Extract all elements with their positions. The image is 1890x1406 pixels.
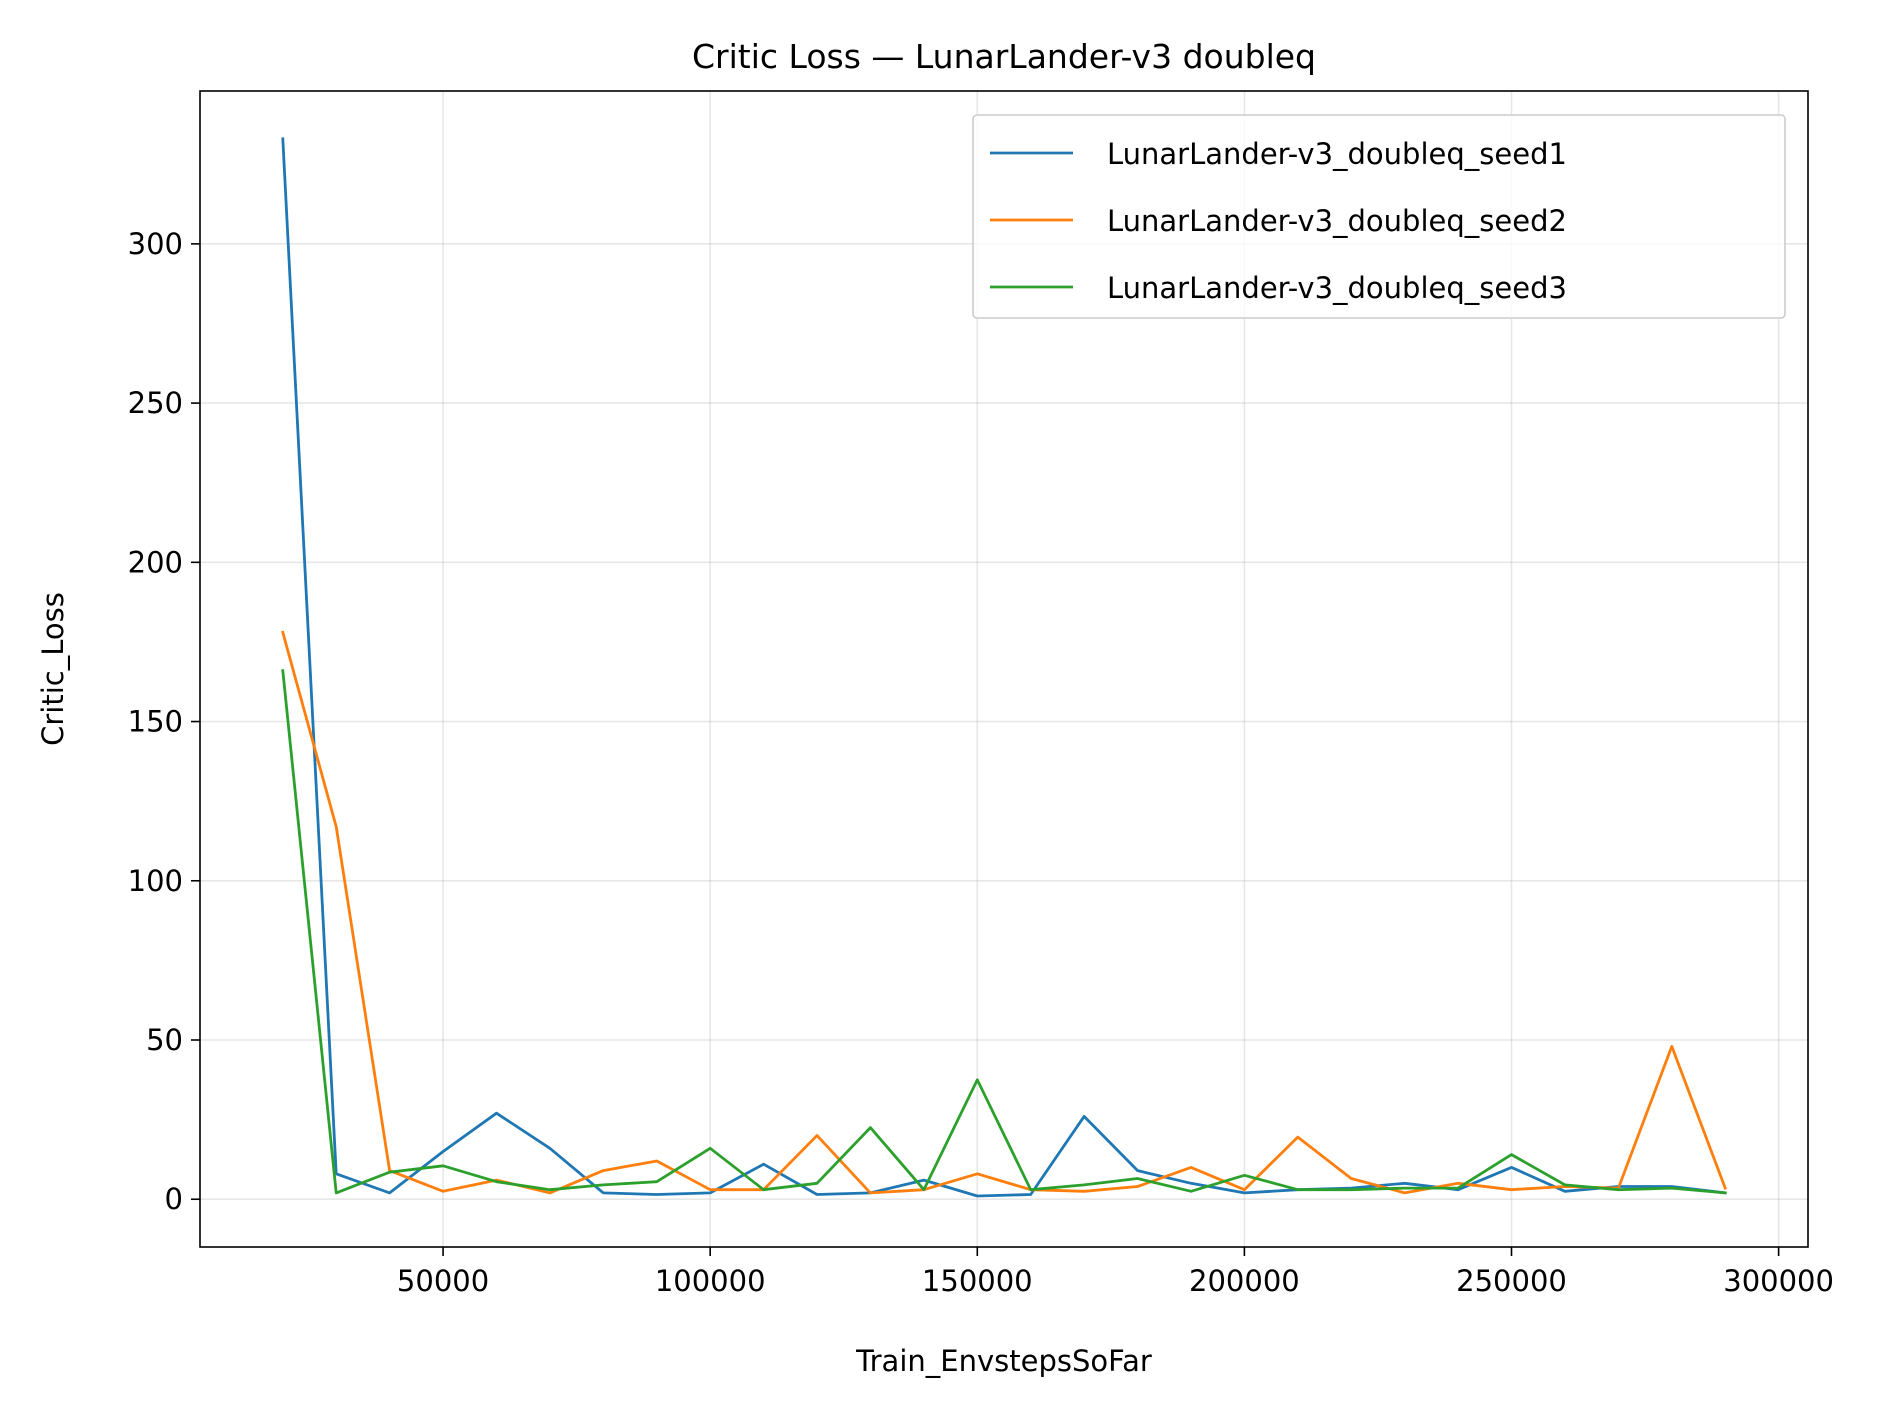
chart-title: Critic Loss — LunarLander-v3 doubleq (692, 37, 1316, 76)
x-axis-label: Train_EnvstepsSoFar (855, 1344, 1152, 1378)
y-tick-label: 200 (128, 545, 183, 579)
legend-entries: LunarLander-v3_doubleq_seed1 LunarLander-… (990, 137, 1567, 305)
plot-frame (199, 90, 1809, 1248)
legend-frame (972, 114, 1786, 319)
y-tick-label: 300 (128, 227, 183, 261)
legend-label-seed1: LunarLander-v3_doubleq_seed1 (1107, 137, 1567, 171)
x-tick-label: 250000 (1456, 1264, 1567, 1298)
legend-label-seed3: LunarLander-v3_doubleq_seed3 (1107, 271, 1567, 305)
y-tick-label: 250 (128, 386, 183, 420)
legend-label-seed2: LunarLander-v3_doubleq_seed2 (1107, 204, 1567, 238)
series-layer (281, 137, 1728, 1198)
y-tick-label: 100 (128, 864, 183, 898)
x-tick-label: 50000 (397, 1264, 489, 1298)
x-tick-label: 300000 (1723, 1264, 1834, 1298)
legend: LunarLander-v3_doubleq_seed1 LunarLander-… (972, 114, 1786, 319)
y-tick-label: 50 (146, 1023, 183, 1057)
x-tick-label: 200000 (1189, 1264, 1300, 1298)
y-tick-label: 150 (128, 705, 183, 739)
y-axis-label: Critic_Loss (36, 592, 70, 746)
y-tick-label: 0 (165, 1182, 183, 1216)
x-tick-label: 100000 (655, 1264, 766, 1298)
tick-layer: 50000 100000 150000 200000 250000 300000 0 50 10… (128, 227, 1834, 1298)
series-line-seed1 (281, 137, 1727, 1198)
x-tick-label: 150000 (922, 1264, 1033, 1298)
series-line-seed3 (281, 669, 1727, 1195)
